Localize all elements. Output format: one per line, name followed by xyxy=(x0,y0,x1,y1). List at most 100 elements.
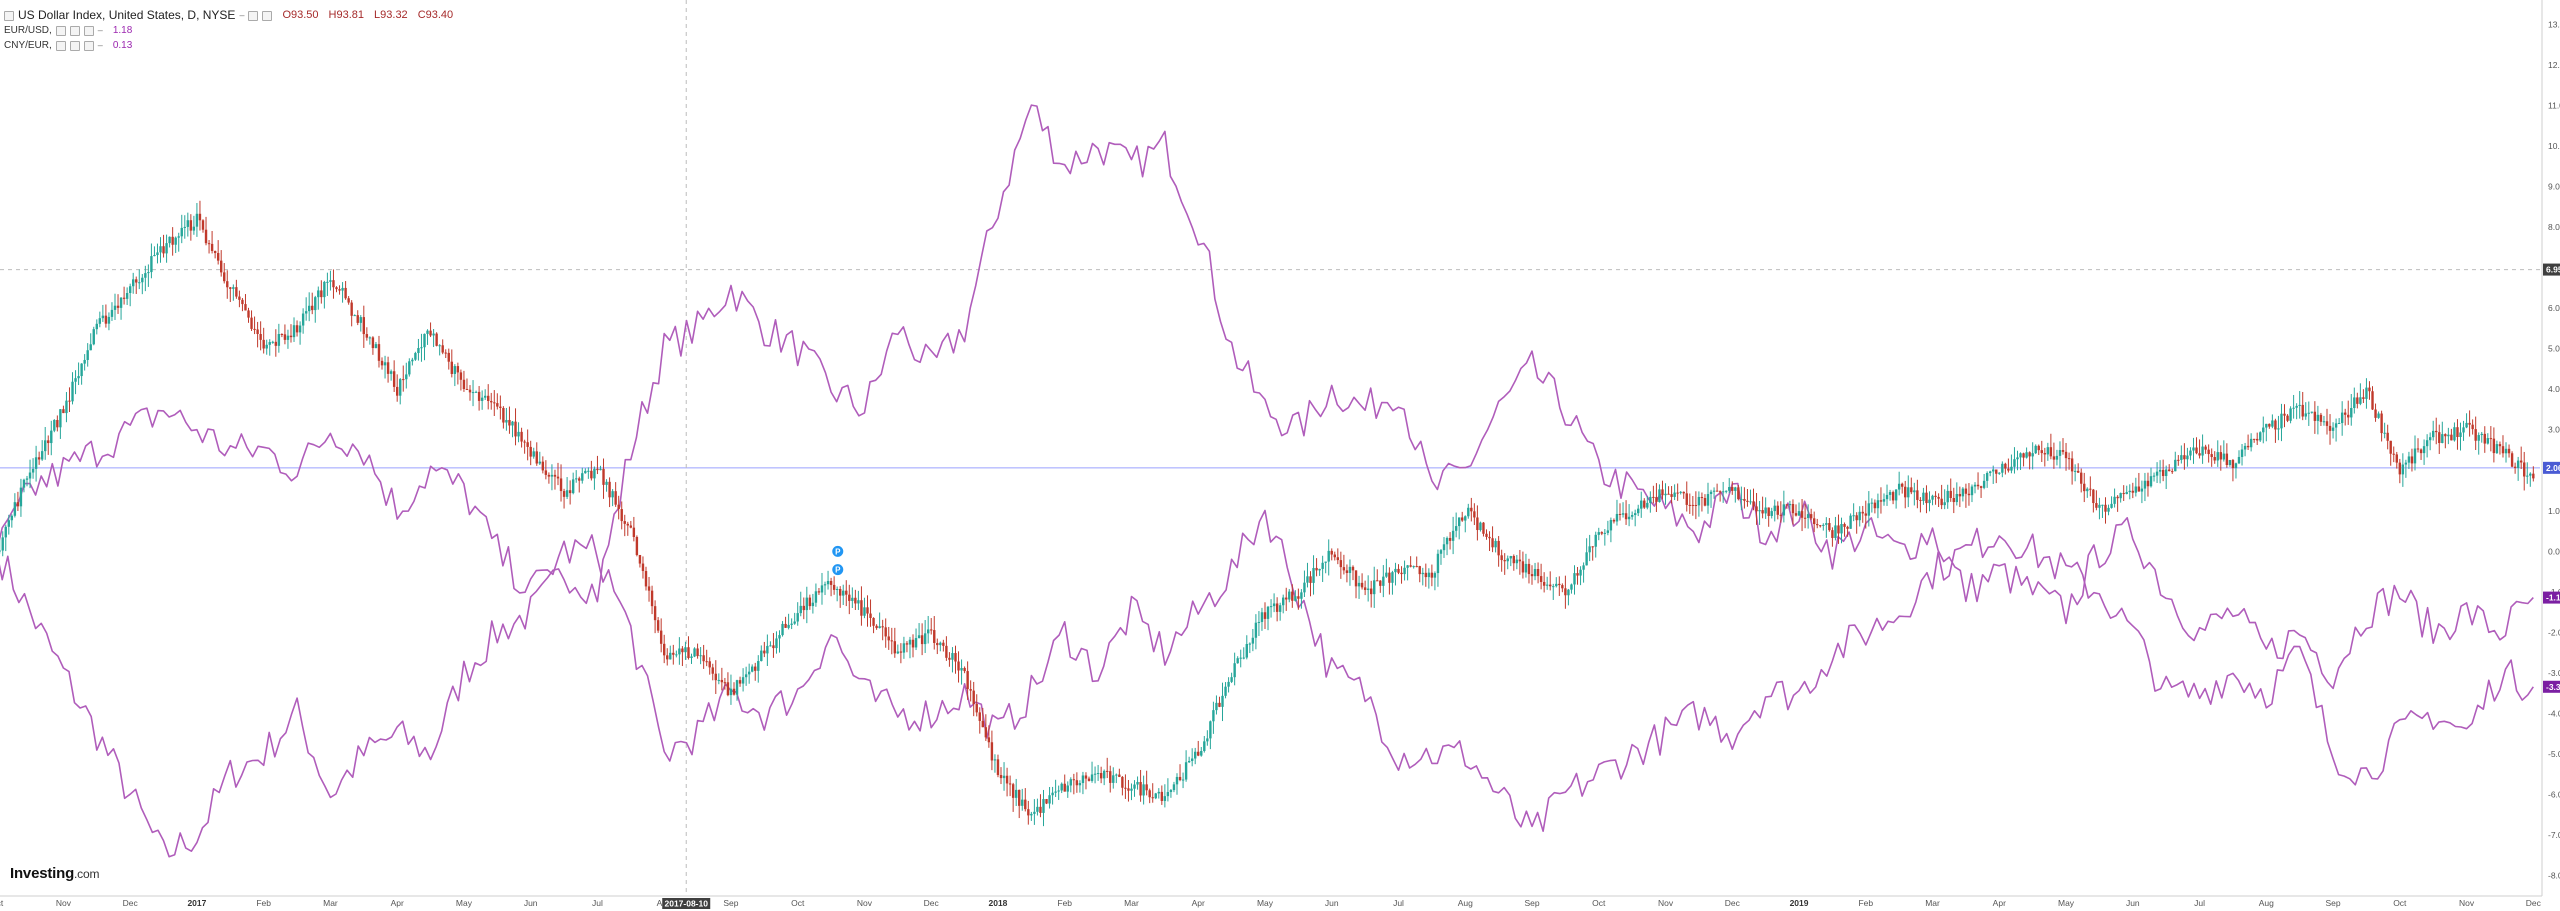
dropdown-arrow-icon[interactable]: – xyxy=(239,10,245,20)
candle xyxy=(113,293,117,320)
candle xyxy=(2089,476,2092,497)
candle-body xyxy=(769,645,772,647)
candle-body xyxy=(635,536,639,555)
candle xyxy=(687,636,690,660)
candle xyxy=(845,580,848,607)
settings-icon[interactable] xyxy=(248,10,259,21)
candle-body xyxy=(1728,487,1731,491)
legend-series3-row[interactable]: CNY/EUR, – 0.13 xyxy=(4,38,453,53)
candle-body xyxy=(905,643,909,645)
x-axis[interactable]: OctNovDec2017FebMarAprMayJunJulAugSepOct… xyxy=(0,895,2542,909)
candle xyxy=(2158,460,2162,484)
candle-body xyxy=(125,292,129,299)
candle xyxy=(98,311,102,328)
series3-close-icon[interactable] xyxy=(83,40,94,51)
candle xyxy=(1503,553,1506,575)
candle-body xyxy=(92,329,95,345)
event-markers[interactable]: PP xyxy=(831,544,845,577)
series2-visibility-icon[interactable] xyxy=(69,25,80,36)
candle xyxy=(1333,551,1336,561)
investing-logo[interactable]: Investing.com xyxy=(10,865,99,882)
candle xyxy=(1500,549,1503,572)
event-marker[interactable]: P xyxy=(831,544,845,558)
series2-more-icon[interactable]: – xyxy=(97,25,103,35)
candle-body xyxy=(2289,408,2292,421)
candle xyxy=(1700,492,1704,512)
candle xyxy=(1709,489,1713,508)
candle-body xyxy=(681,648,684,653)
candle-body xyxy=(204,229,208,244)
series3-settings-icon[interactable] xyxy=(55,40,66,51)
candle-body xyxy=(996,759,1000,776)
candle-body xyxy=(389,371,393,374)
candle xyxy=(2304,402,2307,420)
x-tick-label: Aug xyxy=(1458,898,1473,908)
price-tag-bg xyxy=(2543,591,2560,604)
candle xyxy=(1809,508,1813,521)
candle-body xyxy=(399,379,402,396)
candle xyxy=(2125,485,2128,495)
candle-body xyxy=(999,775,1003,779)
event-marker[interactable]: P xyxy=(831,563,845,577)
candle xyxy=(562,488,566,509)
candle xyxy=(948,652,951,667)
candle xyxy=(1093,766,1097,784)
candle xyxy=(1124,774,1127,799)
candle xyxy=(1697,491,1701,517)
legend-series2-row[interactable]: EUR/USD, – 1.18 xyxy=(4,23,453,38)
y-axis[interactable]: 13.00%12.00%11.00%10.00%9.00%8.00%7.00%6… xyxy=(2541,0,2560,896)
candle xyxy=(738,676,742,687)
candle xyxy=(2195,437,2198,455)
candle xyxy=(59,409,62,439)
series3-more-icon[interactable]: – xyxy=(97,40,103,50)
chart-legend: US Dollar Index, United States, D, NYSE … xyxy=(4,8,453,53)
candle-body xyxy=(626,523,629,526)
series2-settings-icon[interactable] xyxy=(55,25,66,36)
candle xyxy=(523,439,526,454)
candle-body xyxy=(47,440,50,444)
candle xyxy=(1658,484,1661,503)
candle xyxy=(1409,556,1412,568)
legend-main-row[interactable]: US Dollar Index, United States, D, NYSE … xyxy=(4,8,453,23)
y-tick-label: 9.00% xyxy=(2548,181,2560,191)
candle-body xyxy=(620,509,623,522)
candle-body xyxy=(1451,530,1455,541)
candle xyxy=(68,387,71,413)
candle xyxy=(2365,378,2368,409)
candle xyxy=(848,584,851,615)
candle xyxy=(1154,792,1157,800)
candle xyxy=(414,351,417,361)
candle xyxy=(2340,401,2344,436)
candle-body xyxy=(869,613,872,619)
candle-body xyxy=(468,389,472,393)
candle-body xyxy=(1588,546,1591,553)
candle xyxy=(83,354,86,371)
candle xyxy=(487,384,490,410)
collapse-toggle-icon[interactable] xyxy=(4,10,14,21)
candle xyxy=(1266,605,1270,631)
candle-body xyxy=(1203,741,1206,752)
candle-body xyxy=(1809,514,1813,519)
candle-body xyxy=(1816,524,1819,526)
series3-visibility-icon[interactable] xyxy=(69,40,80,51)
candle-body xyxy=(890,640,893,642)
candle-body xyxy=(1973,484,1977,487)
candle-body xyxy=(1621,513,1625,515)
candle xyxy=(323,280,326,309)
visibility-icon[interactable] xyxy=(262,10,273,21)
candle xyxy=(2265,423,2268,442)
candle-body xyxy=(2334,423,2338,428)
candle-body xyxy=(1567,589,1570,596)
candle xyxy=(259,321,262,351)
candle-body xyxy=(344,287,347,299)
x-tick-label: Jun xyxy=(1325,898,1339,908)
candle-body xyxy=(1397,568,1400,573)
candle xyxy=(1867,491,1871,527)
candle xyxy=(2155,462,2159,484)
series2-close-icon[interactable] xyxy=(83,25,94,36)
candle-body xyxy=(2310,411,2314,413)
candle-body xyxy=(280,333,284,335)
candle xyxy=(1269,599,1273,618)
candle xyxy=(978,707,981,734)
